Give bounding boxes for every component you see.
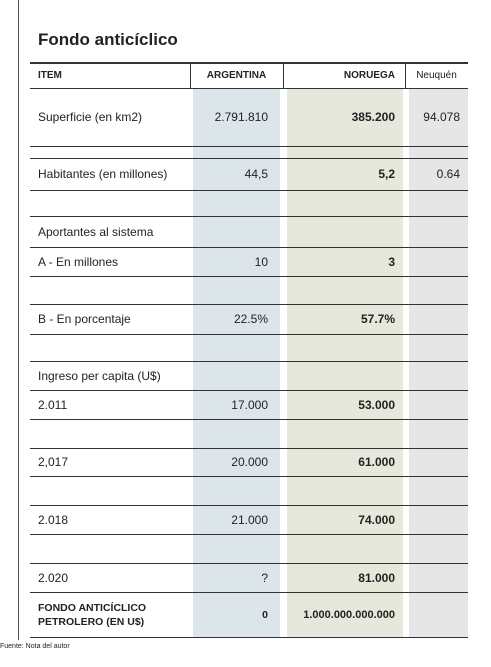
row-rule [30, 390, 468, 391]
column-header: Neuquén [416, 69, 457, 81]
cell-value: 0.64 [436, 167, 460, 181]
row-label: B - En porcentaje [38, 312, 131, 326]
title: Fondo anticíclico [38, 30, 178, 49]
row-label: FONDO ANTICÍCLICO PETROLERO (EN U$) [38, 601, 147, 628]
row-rule [30, 190, 468, 191]
cell-value: 20.000 [231, 455, 268, 469]
cell-value: 10 [254, 254, 268, 269]
cell-value: 0 [262, 608, 268, 621]
cell-value: 81.000 [358, 570, 395, 585]
row-label: 2.018 [38, 512, 69, 527]
cell-value: 385.200 [351, 110, 395, 124]
neuquen-band [409, 89, 468, 637]
row-rule [30, 563, 468, 564]
row-label: 2.020 [38, 570, 69, 585]
row-rule [30, 216, 468, 217]
row-rule [30, 158, 468, 159]
cell-value: 61.000 [358, 455, 395, 469]
row-rule [30, 361, 468, 362]
row-rule [30, 534, 468, 535]
cell-value: 22.5% [233, 312, 268, 326]
column-header: NORUEGA [343, 69, 395, 81]
cell-value: 2.791.810 [214, 110, 268, 124]
left-rule [18, 0, 19, 640]
source: Fuente: Nota del autor [0, 643, 70, 650]
row-label: 2.011 [38, 397, 68, 412]
cell-value: 53.000 [358, 397, 395, 412]
row-label: A - En millones [38, 254, 119, 269]
row-rule [30, 505, 468, 506]
row-rule [30, 419, 468, 420]
row-rule [30, 476, 468, 477]
cell-value: 3 [388, 254, 395, 269]
header-rule [30, 88, 468, 89]
row-rule [30, 592, 468, 593]
cell-value: 21.000 [231, 512, 268, 527]
row-label: Habitantes (en millones) [38, 167, 168, 181]
row-rule [30, 637, 468, 638]
cell-value: 74.000 [358, 512, 395, 527]
col-divider [190, 63, 191, 89]
argentina-band [193, 89, 280, 637]
top-rule [30, 62, 468, 64]
column-header: ITEM [38, 69, 62, 81]
row-label: 2,017 [38, 455, 69, 469]
row-rule [30, 276, 468, 277]
column-header: ARGENTINA [206, 69, 267, 81]
cell-value: 44,5 [244, 167, 268, 181]
row-label: Aportantes al sistema [38, 224, 154, 239]
col-divider [283, 63, 284, 89]
col-divider [405, 63, 406, 89]
cell-value: ? [261, 570, 268, 585]
cell-value: 5,2 [378, 167, 395, 181]
row-rule [30, 146, 468, 147]
row-rule [30, 334, 468, 335]
cell-value: 94.078 [423, 110, 460, 124]
cell-value: 57.7% [360, 312, 395, 326]
row-rule [30, 448, 468, 449]
cell-value: 1.000.000.000.000 [303, 608, 395, 621]
row-label: Ingreso per capita (U$) [38, 368, 161, 383]
row-rule [30, 247, 468, 248]
noruega-band [287, 89, 403, 637]
cell-value: 17.000 [231, 397, 268, 412]
row-label: Superficie (en km2) [38, 110, 143, 124]
row-rule [30, 304, 468, 305]
